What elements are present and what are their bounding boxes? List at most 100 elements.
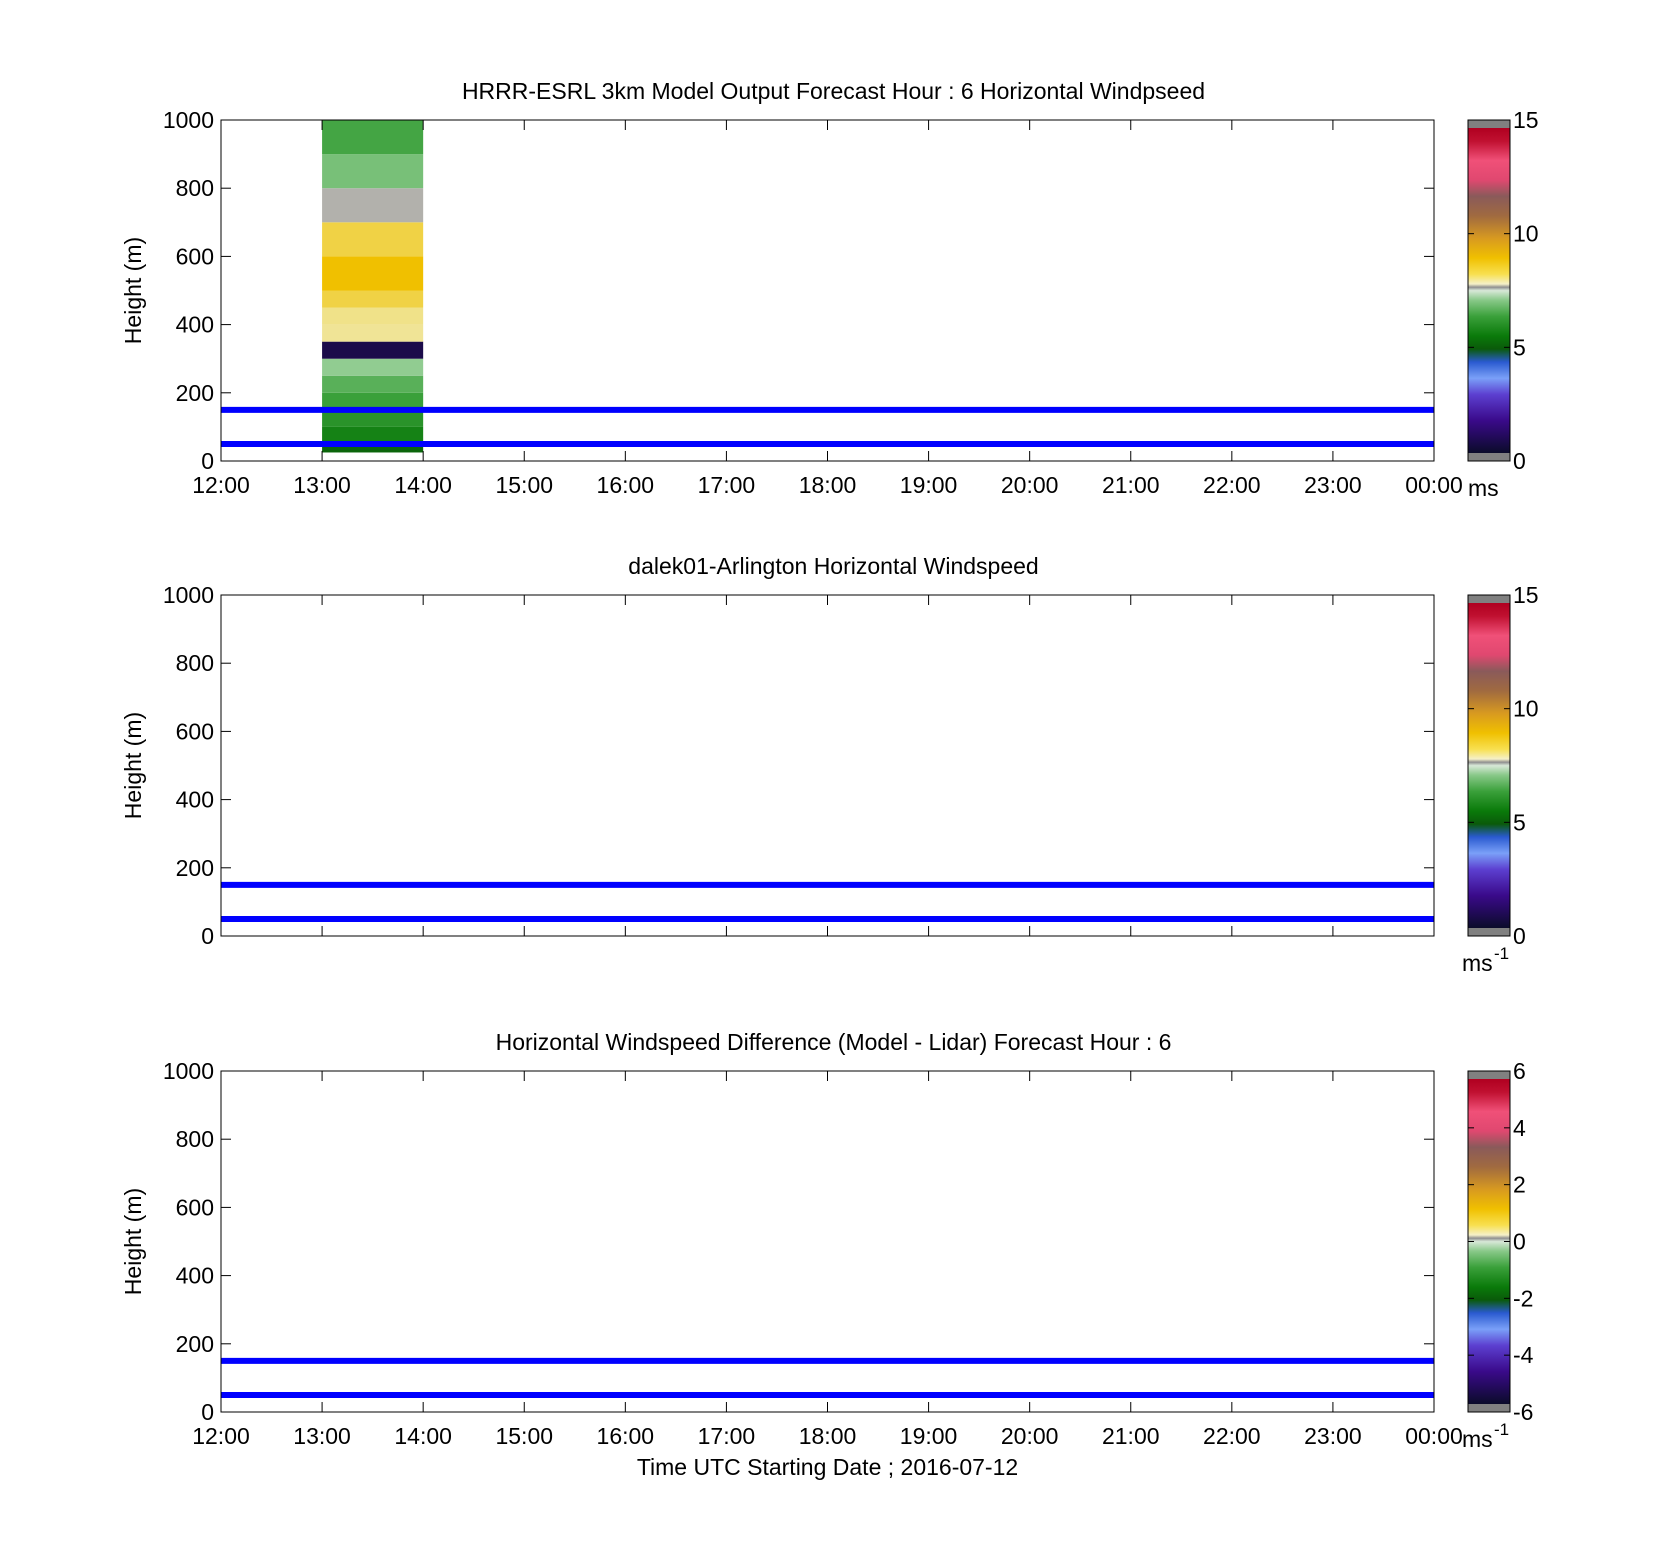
y-tick-label: 1000 (163, 1058, 214, 1084)
x-tick-label: 18:00 (799, 472, 857, 498)
heatmap-cell (322, 256, 424, 291)
colorbar-frame (1467, 119, 1511, 462)
heatmap-cell (322, 375, 424, 393)
x-axis-label: Time UTC Starting Date ; 2016-07-12 (637, 1454, 1018, 1480)
heatmap-cell (322, 324, 424, 342)
x-tick-label: 15:00 (495, 1423, 553, 1449)
panel-model: 12:00 13:00 14:00 15:00 16:00 17:00 18:00 19:00… (120, 78, 1539, 501)
x-tick-label: 20:00 (1001, 1423, 1059, 1449)
y-axis-label: Height (m) (120, 237, 146, 344)
x-tick-label: 22:00 (1203, 1423, 1261, 1449)
colorbar-cap (1468, 120, 1510, 128)
colorbar-tick-label: 6 (1513, 1058, 1526, 1084)
x-tick-label: 23:00 (1304, 472, 1362, 498)
colorbar-cap (1468, 1404, 1510, 1412)
colorbar-cap (1468, 1071, 1510, 1079)
y-tick-label: 200 (176, 855, 214, 881)
heatmap-cell (322, 222, 424, 257)
colorbar-cap (1468, 595, 1510, 603)
colorbar-tick-label: 2 (1513, 1172, 1526, 1198)
x-tick-label: 21:00 (1102, 472, 1160, 498)
heatmap-cell (322, 307, 424, 325)
colorbar-tick-label: -6 (1513, 1399, 1533, 1425)
colorbar-tick-label: 15 (1513, 582, 1539, 608)
x-tick-label: 16:00 (597, 1423, 655, 1449)
colorbar-tick-label: 5 (1513, 809, 1526, 835)
y-tick-label: 800 (176, 1126, 214, 1152)
heatmap-cell (322, 188, 424, 223)
x-tick-label: 00:00 (1405, 1423, 1463, 1449)
x-tick-label: 17:00 (698, 472, 756, 498)
y-tick-label: 400 (176, 312, 214, 338)
x-tick-label: 13:00 (293, 1423, 351, 1449)
x-tick-label: 23:00 (1304, 1423, 1362, 1449)
y-tick-label: 800 (176, 650, 214, 676)
heatmap-cell (322, 409, 424, 427)
y-tick-label: 0 (201, 1399, 214, 1425)
x-tick-label: 18:00 (799, 1423, 857, 1449)
heatmap-cell (322, 154, 424, 189)
heatmap-cell (322, 392, 424, 410)
colorbar-tick-label: 15 (1513, 107, 1539, 133)
chart-title: dalek01-Arlington Horizontal Windspeed (628, 553, 1038, 579)
colorbar-tick-label: 10 (1513, 221, 1539, 247)
y-tick-label: 600 (176, 718, 214, 744)
x-tick-label: 17:00 (698, 1423, 756, 1449)
colorbar-tick-label: 4 (1513, 1115, 1526, 1141)
chart-title: Horizontal Windspeed Difference (Model -… (496, 1029, 1172, 1055)
colorbar-tick-label: 0 (1513, 448, 1526, 474)
x-tick-label: 14:00 (394, 472, 452, 498)
y-tick-label: 1000 (163, 582, 214, 608)
heatmap-cell (322, 341, 424, 359)
x-tick-label: 12:00 (192, 1423, 250, 1449)
colorbar-tick-label: 0 (1513, 1229, 1526, 1255)
x-tick-label: 14:00 (394, 1423, 452, 1449)
colorbar-tick-label: 0 (1513, 923, 1526, 949)
colorbar-gradient (1468, 1079, 1510, 1404)
colorbar-unit-label: ms (1468, 475, 1499, 501)
plot-area (221, 595, 1434, 936)
heatmap-cell (322, 443, 424, 453)
heatmap-cell (322, 120, 424, 155)
colorbar-unit-label: ms (1462, 950, 1493, 976)
x-tick-label: 16:00 (597, 472, 655, 498)
colorbar-cap (1468, 453, 1510, 461)
heatmap-cell (322, 426, 424, 444)
colorbar-unit-label: ms (1462, 1426, 1493, 1452)
colorbar-frame (1467, 594, 1511, 937)
y-tick-label: 600 (176, 243, 214, 269)
y-axis-label: Height (m) (120, 712, 146, 819)
x-tick-label: 19:00 (900, 472, 958, 498)
y-tick-label: 600 (176, 1194, 214, 1220)
x-tick-label: 15:00 (495, 472, 553, 498)
colorbar-gradient (1468, 603, 1510, 928)
heatmap-cell (322, 290, 424, 308)
x-tick-label: 20:00 (1001, 472, 1059, 498)
x-tick-label: 13:00 (293, 472, 351, 498)
plot-area (221, 1071, 1434, 1412)
y-axis-label: Height (m) (120, 1188, 146, 1295)
colorbar-gradient (1468, 128, 1510, 453)
colorbar-tick-label: -2 (1513, 1285, 1533, 1311)
colorbar-unit-superscript: -1 (1494, 1420, 1509, 1439)
y-tick-label: 400 (176, 1263, 214, 1289)
colorbar-tick-label: 10 (1513, 696, 1539, 722)
panel-difference: 12:00 13:00 14:00 15:00 16:00 17:00 18:00 19:00… (120, 1029, 1534, 1480)
x-tick-label: 12:00 (192, 472, 250, 498)
x-tick-label: 00:00 (1405, 472, 1463, 498)
y-tick-label: 0 (201, 923, 214, 949)
panel-lidar: 0 200 400 600 800 1000 dalek01-Arlington Horiz… (120, 553, 1539, 976)
y-tick-label: 0 (201, 448, 214, 474)
y-tick-label: 200 (176, 1331, 214, 1357)
x-tick-label: 21:00 (1102, 1423, 1160, 1449)
colorbar-unit-superscript: -1 (1494, 944, 1509, 963)
heatmap-cell (322, 358, 424, 376)
y-tick-label: 400 (176, 787, 214, 813)
x-tick-label: 19:00 (900, 1423, 958, 1449)
chart-title: HRRR-ESRL 3km Model Output Forecast Hour… (462, 78, 1205, 104)
colorbar-tick-label: -4 (1513, 1342, 1534, 1368)
y-tick-label: 800 (176, 175, 214, 201)
colorbar-cap (1468, 928, 1510, 936)
y-tick-label: 200 (176, 380, 214, 406)
